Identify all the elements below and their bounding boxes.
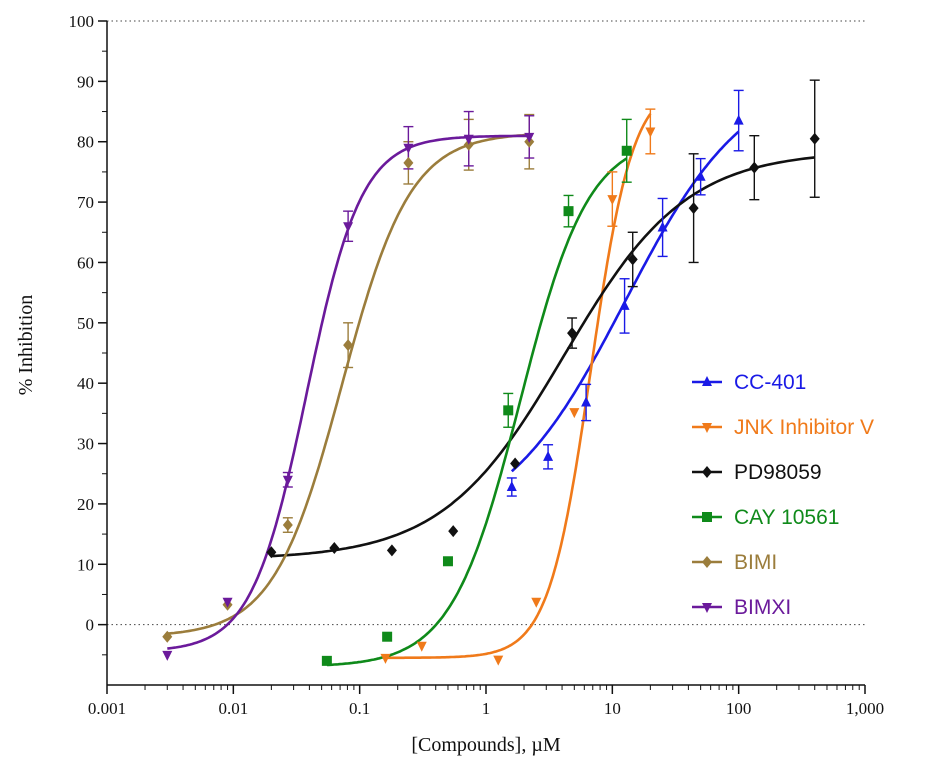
y-tick-label: 90: [77, 72, 94, 91]
data-point-cay-10561: [503, 405, 514, 416]
legend-item-bimxi: BIMXI: [692, 596, 791, 619]
y-tick-label: 50: [77, 314, 94, 333]
x-axis-ticks: 0.001 0.01 0.1 1 10 100 1,000: [88, 685, 884, 718]
data-point-cay-10561: [442, 556, 453, 567]
x-tick-label: 10: [604, 699, 621, 718]
data-point-cay-10561: [621, 145, 632, 156]
data-point-pd98059: [627, 253, 638, 266]
data-point-pd98059: [510, 457, 521, 470]
y-axis-title: % Inhibition: [15, 295, 37, 396]
legend-marker-cc-401: [702, 376, 712, 386]
x-tick-label: 0.01: [218, 699, 248, 718]
data-point-bimi: [343, 339, 354, 352]
y-tick-label: 80: [77, 133, 94, 152]
data-point-pd98059: [567, 327, 578, 340]
data-point-cay-10561: [382, 631, 393, 642]
data-point-bimxi: [162, 650, 173, 661]
legend-marker-jnk-inhibitor-v: [702, 423, 712, 433]
data-point-bimxi: [524, 132, 535, 143]
y-tick-label: 10: [77, 555, 94, 574]
x-tick-label: 0.001: [88, 699, 126, 718]
data-point-pd98059: [329, 541, 340, 554]
data-point-bimxi: [343, 222, 354, 233]
data-point-bimi: [463, 138, 474, 151]
data-point-bimxi: [403, 143, 414, 154]
data-point-pd98059: [688, 202, 699, 215]
fit-curve-bimi: [167, 133, 530, 635]
data-point-cc-401: [543, 450, 554, 461]
data-point-jnk-inhibitor-v: [416, 641, 427, 652]
legend-label-bimi: BIMI: [734, 551, 777, 574]
legend-marker-bimxi: [702, 603, 712, 613]
data-point-jnk-inhibitor-v: [645, 127, 656, 138]
legend-marker-cay-10561: [702, 512, 712, 522]
legend-label-cay-10561: CAY 10561: [734, 506, 839, 529]
data-point-cay-10561: [563, 206, 574, 217]
fit-curve-pd98059: [271, 156, 815, 558]
data-point-pd98059: [266, 546, 277, 559]
x-tick-label: 1: [482, 699, 491, 718]
y-tick-label: 30: [77, 435, 94, 454]
x-tick-label: 0.1: [349, 699, 370, 718]
axes: 0 10 20 30 40 50 60 70 80 90 100 0.001 0.01 0.1 1 10 10…: [69, 12, 885, 718]
y-tick-label: 70: [77, 193, 94, 212]
legend-item-cay-10561: CAY 10561: [692, 506, 839, 529]
data-point-bimi: [162, 630, 173, 643]
data-point-pd98059: [809, 132, 820, 145]
data-point-jnk-inhibitor-v: [531, 597, 542, 608]
data-point-cc-401: [657, 221, 668, 232]
fit-curves: [167, 113, 815, 667]
legend-item-pd98059: PD98059: [692, 461, 822, 484]
legend-marker-bimi: [702, 556, 712, 568]
data-point-jnk-inhibitor-v: [493, 655, 504, 666]
fit-curve-cay-10561: [326, 157, 628, 667]
data-point-jnk-inhibitor-v: [380, 653, 391, 664]
data-point-cc-401: [619, 299, 630, 310]
legend-item-bimi: BIMI: [692, 551, 777, 574]
data-point-jnk-inhibitor-v: [569, 408, 580, 419]
legend-label-cc-401: CC-401: [734, 371, 806, 394]
x-tick-label: 1,000: [846, 699, 884, 718]
fit-curve-jnk-inhibitor-v: [385, 113, 652, 660]
legend-item-cc-401: CC-401: [692, 371, 806, 394]
data-point-jnk-inhibitor-v: [607, 195, 618, 206]
y-tick-label: 60: [77, 253, 94, 272]
data-point-cc-401: [695, 170, 706, 181]
reference-lines: [107, 20, 865, 626]
data-point-cc-401: [581, 396, 592, 407]
y-tick-label: 40: [77, 374, 94, 393]
legend-label-bimxi: BIMXI: [734, 596, 791, 619]
data-point-pd98059: [448, 525, 459, 538]
x-tick-label: 100: [726, 699, 752, 718]
y-tick-label: 100: [69, 12, 95, 31]
y-tick-label: 0: [86, 616, 95, 635]
legend-item-jnk-inhibitor-v: JNK Inhibitor V: [692, 416, 874, 439]
data-point-pd98059: [386, 544, 397, 557]
data-point-cc-401: [733, 114, 744, 125]
y-axis-ticks: 0 10 20 30 40 50 60 70 80 90 100: [69, 12, 107, 656]
legend: CC-401 JNK Inhibitor V PD98059 CAY 10561 BIM…: [692, 371, 874, 619]
y-tick-label: 20: [77, 495, 94, 514]
data-point-bimxi: [222, 597, 233, 608]
data-point-cc-401: [506, 481, 517, 492]
data-point-bimi: [403, 156, 414, 169]
x-axis-title: [Compounds], µM: [411, 734, 561, 756]
data-point-bimi: [282, 519, 293, 532]
legend-marker-pd98059: [702, 466, 712, 478]
data-point-bimxi: [463, 134, 474, 145]
legend-label-jnk-inhibitor-v: JNK Inhibitor V: [734, 416, 874, 439]
data-point-pd98059: [749, 161, 760, 174]
data-point-cay-10561: [321, 655, 332, 666]
data-points: [162, 114, 820, 666]
legend-label-pd98059: PD98059: [734, 461, 822, 484]
data-point-bimxi: [282, 475, 293, 486]
